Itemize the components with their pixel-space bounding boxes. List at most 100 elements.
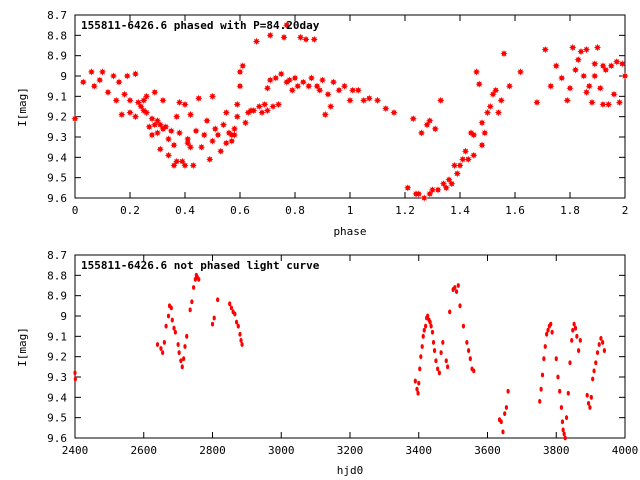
data-point: [621, 72, 629, 80]
y-tick-label: 8.8: [47, 269, 67, 282]
data-point: [294, 82, 302, 90]
y-tick-label: 9.6: [47, 432, 67, 445]
data-point: [580, 72, 588, 80]
data-point: [602, 348, 606, 353]
x-tick-label: 3800: [543, 444, 570, 457]
data-point: [96, 76, 104, 84]
data-point: [448, 180, 456, 188]
data-point: [585, 82, 593, 90]
x-tick-label: 0.4: [175, 204, 195, 217]
data-point: [538, 399, 542, 404]
data-point: [164, 323, 168, 329]
x-tick-label: 2400: [62, 444, 89, 457]
data-point: [533, 98, 541, 106]
data-point: [454, 289, 459, 294]
data-point: [115, 78, 123, 86]
data-point: [434, 186, 442, 194]
data-point: [591, 376, 595, 382]
x-tick-label: 4000: [612, 444, 639, 457]
data-point: [492, 86, 500, 94]
data-point: [131, 113, 140, 121]
data-point: [602, 66, 610, 74]
data-point: [446, 364, 450, 370]
data-point: [172, 325, 176, 331]
data-point: [559, 405, 564, 410]
data-point: [610, 90, 618, 98]
data-point: [441, 340, 445, 345]
data-point: [373, 96, 382, 104]
data-point: [71, 115, 79, 123]
y-tick-label: 8.7: [47, 249, 67, 262]
data-point: [208, 137, 217, 145]
data-point: [594, 360, 598, 366]
data-point: [505, 82, 514, 90]
x-tick-label: 1: [347, 204, 354, 217]
data-point: [582, 88, 591, 96]
data-point: [486, 102, 494, 111]
data-point: [299, 78, 307, 86]
data-point: [229, 305, 234, 311]
data-point: [542, 356, 546, 362]
data-point: [189, 161, 197, 170]
data-point: [365, 94, 373, 102]
data-point: [546, 327, 550, 333]
data-point: [316, 86, 324, 94]
x-tick-label: 2600: [131, 444, 158, 457]
data-point: [475, 80, 483, 88]
data-point: [349, 86, 357, 94]
data-point: [222, 139, 230, 147]
y-tick-label: 8.8: [47, 29, 67, 42]
data-point: [208, 92, 217, 100]
data-point: [417, 380, 421, 386]
data-point: [489, 90, 497, 98]
data-point: [169, 305, 173, 311]
y-tick-label: 9.1: [47, 90, 67, 103]
y-axis-label: I[mag]: [16, 327, 29, 367]
data-point: [478, 119, 486, 127]
data-point: [445, 176, 453, 184]
data-point: [563, 435, 567, 441]
data-point: [233, 113, 241, 121]
data-point: [109, 72, 118, 80]
data-point: [178, 157, 186, 165]
data-point: [324, 90, 332, 98]
phased-light-curve-plot: 0 0.2 0.4 0.6 0.8 1 1.2 1.4 1.6 1.8 2 8.7 8.8 8.9 9 9.1…: [16, 9, 629, 238]
data-point: [564, 415, 569, 421]
data-point: [318, 76, 327, 84]
data-point: [190, 299, 194, 305]
y-tick-label: 8.7: [47, 9, 67, 22]
data-point: [571, 66, 580, 74]
data-point: [582, 46, 591, 54]
x-tick-label: 1.2: [395, 204, 415, 217]
data-point: [615, 98, 624, 106]
data-point: [90, 82, 98, 90]
data-point: [466, 348, 471, 353]
data-point: [142, 109, 151, 117]
y-tick-label: 9.3: [47, 371, 67, 384]
data-point: [222, 109, 230, 117]
data-point: [238, 331, 242, 337]
data-point: [335, 86, 343, 94]
data-point: [413, 378, 417, 384]
data-point: [313, 82, 321, 90]
data-point: [591, 72, 599, 80]
data-point: [236, 82, 244, 90]
data-point: [428, 186, 437, 194]
data-point: [153, 117, 162, 125]
data-point: [593, 43, 602, 52]
data-point: [219, 121, 228, 129]
data-point: [182, 356, 186, 362]
data-point: [415, 190, 423, 198]
data-point: [181, 100, 189, 109]
data-point: [327, 102, 335, 111]
data-point: [288, 86, 296, 94]
data-point: [185, 333, 189, 339]
x-tick-label: 0.2: [120, 204, 140, 217]
data-point: [500, 50, 508, 58]
data-point: [453, 170, 461, 178]
data-point: [566, 84, 574, 92]
data-point: [428, 319, 432, 325]
data-point: [145, 123, 153, 131]
data-point: [228, 301, 232, 307]
data-point: [429, 323, 433, 329]
